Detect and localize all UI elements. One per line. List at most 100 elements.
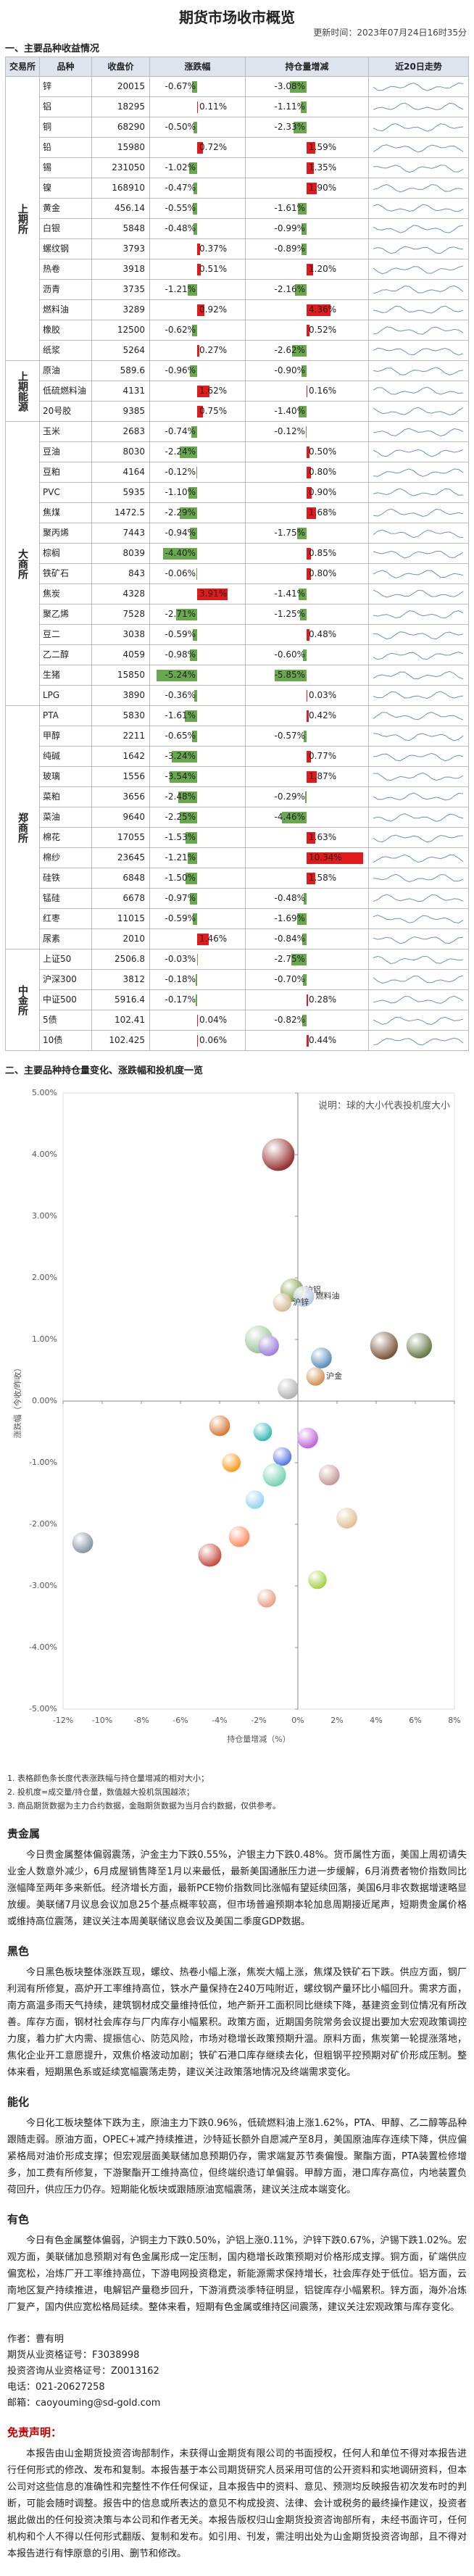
oi-change: -1.25% (274, 609, 305, 619)
oi-bar (297, 913, 307, 925)
trend-decoration (373, 508, 464, 518)
oi-bar (300, 101, 307, 113)
oi-bar (302, 244, 307, 255)
oi-bar (294, 122, 307, 133)
trend-decoration (373, 265, 464, 275)
product: 焦炭 (40, 584, 92, 604)
close-price: 20015 (92, 77, 150, 97)
oi-bar (302, 974, 307, 986)
oi-change-cell: -1.40% (246, 402, 369, 422)
change: -0.36% (165, 690, 196, 700)
column-header: 收盘价 (92, 57, 150, 77)
bubble (318, 1464, 340, 1486)
product: 橡胶 (40, 320, 92, 341)
close-price: 18295 (92, 97, 150, 117)
oi-bar (307, 873, 315, 884)
oi-bar (307, 771, 317, 783)
trend-decoration (373, 975, 464, 984)
change-cell: -2.29% (150, 503, 246, 523)
product: 低硫燃料油 (40, 381, 92, 402)
change-cell: -0.36% (150, 686, 246, 706)
article-title: 贵金属 (7, 1827, 41, 1840)
trend-cell (369, 422, 469, 442)
change-cell: -2.71% (150, 604, 246, 625)
trend-decoration (373, 772, 464, 781)
change-cell: 0.51% (150, 259, 246, 280)
change-cell: 1.62% (150, 381, 246, 402)
trend-line (373, 529, 464, 539)
disclaimer-text: 本报告由山金期货投资咨询部制作，未获得山金期货有限公司的书面授权，任何人和单位不… (7, 2448, 467, 2559)
change: -1.50% (165, 873, 196, 883)
oi-change-cell: -0.29% (246, 787, 369, 807)
oi-change: 0.03% (309, 690, 337, 700)
y-tick-label: -4.00% (29, 1642, 57, 1652)
trend-cell (369, 909, 469, 929)
trend-cell (369, 462, 469, 483)
close-price: 3656 (92, 787, 150, 807)
trend-decoration (373, 1037, 464, 1046)
change: -0.18% (165, 974, 196, 984)
change-cell: -0.47% (150, 178, 246, 199)
product: 豆二 (40, 625, 92, 645)
note: 2. 投机度=成交量/持仓量，数值越大投机氛围越浓； (7, 1787, 194, 1797)
article-title: 有色 (7, 2213, 30, 2226)
close-price: 68290 (92, 117, 150, 138)
change: -1.10% (165, 487, 196, 497)
trend-cell (369, 929, 469, 950)
close-price: 9640 (92, 807, 150, 828)
close-price: 2683 (92, 422, 150, 442)
close-price: 456.14 (92, 199, 150, 219)
trend-cell (369, 523, 469, 544)
close-price: 843 (92, 564, 150, 584)
change-cell: -1.53% (150, 828, 246, 848)
trend-decoration (373, 589, 464, 598)
oi-bar (307, 507, 316, 519)
oi-bar (303, 649, 307, 661)
oi-change-cell: -0.90% (246, 361, 369, 381)
trend-cell (369, 1010, 469, 1031)
oi-bar (307, 629, 309, 641)
trend-cell (369, 138, 469, 158)
trend-cell (369, 77, 469, 97)
change-bar (188, 487, 197, 499)
change-bar (179, 507, 197, 519)
oi-bar (307, 304, 330, 316)
x-tick-label: 2% (330, 1716, 343, 1725)
bubble (336, 1508, 357, 1529)
oi-change: 0.16% (309, 386, 337, 396)
oi-bar (297, 203, 307, 215)
y-tick-label: 3.00% (32, 1211, 57, 1221)
oi-change: -0.82% (274, 1015, 305, 1025)
trend-decoration (373, 752, 464, 762)
phone: 电话：021-20627258 (7, 2382, 105, 2393)
close-price: 589.6 (92, 361, 150, 381)
trend-line (373, 733, 464, 741)
oi-change: 0.44% (309, 1035, 337, 1045)
oi-change: -3.08% (274, 81, 305, 91)
trend-cell (369, 97, 469, 117)
close-price: 5935 (92, 483, 150, 503)
oi-change: -2.16% (274, 284, 305, 294)
oi-bar (307, 142, 315, 154)
change: -1.21% (165, 852, 196, 863)
oi-change-cell: -0.70% (246, 970, 369, 990)
trend-decoration (373, 570, 464, 578)
trend-cell (369, 178, 469, 199)
close-price: 5264 (92, 341, 150, 361)
change: -0.48% (165, 223, 196, 233)
change-bar (192, 913, 197, 925)
email: 邮箱：caoyouming@sd-gold.com (7, 2398, 161, 2409)
change-cell: 0.72% (150, 138, 246, 158)
change-bar (185, 832, 197, 844)
change-bar (196, 974, 197, 986)
change-bar (189, 162, 197, 174)
change-cell: -4.40% (150, 544, 246, 564)
trend-line (373, 792, 464, 801)
oi-change-cell: -1.41% (246, 584, 369, 604)
oi-change: 0.28% (309, 994, 337, 1005)
change-cell: -0.96% (150, 361, 246, 381)
x-tick-label: -12% (53, 1716, 73, 1725)
change-cell: -0.06% (150, 564, 246, 584)
product: 黄金 (40, 199, 92, 219)
change: 0.37% (199, 244, 228, 254)
